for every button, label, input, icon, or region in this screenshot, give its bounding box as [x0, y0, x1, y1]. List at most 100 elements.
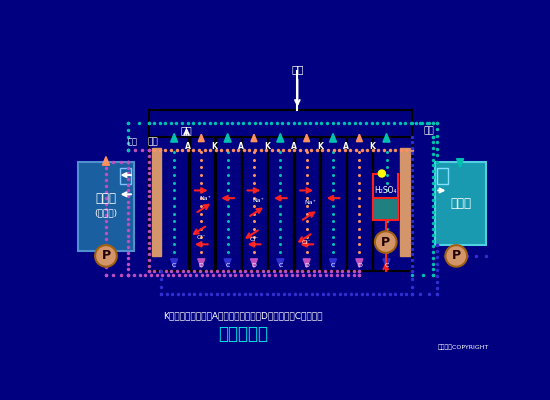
Text: P: P	[101, 250, 111, 262]
Point	[481, 253, 490, 259]
Bar	[400, 148, 410, 256]
Point	[288, 272, 296, 278]
Point	[289, 120, 298, 126]
Point	[351, 147, 360, 154]
Point	[285, 291, 294, 298]
Point	[144, 153, 153, 159]
Point	[368, 147, 377, 154]
Point	[144, 262, 153, 269]
Point	[382, 249, 391, 255]
Point	[245, 120, 254, 126]
Point	[355, 203, 364, 209]
Point	[349, 268, 358, 274]
Point	[382, 172, 391, 178]
Point	[368, 291, 377, 298]
Point	[292, 268, 301, 274]
Point	[243, 272, 251, 278]
Point	[141, 272, 150, 278]
Polygon shape	[277, 259, 284, 268]
Point	[327, 272, 336, 278]
Text: Cl⁻: Cl⁻	[196, 235, 206, 240]
Polygon shape	[170, 134, 178, 142]
Point	[355, 164, 364, 170]
Point	[302, 234, 311, 240]
Point	[408, 147, 416, 154]
Point	[311, 120, 320, 126]
Point	[432, 152, 441, 159]
Point	[117, 159, 125, 165]
Text: 浓水: 浓水	[424, 127, 434, 136]
Point	[329, 164, 338, 170]
Point	[273, 147, 282, 154]
Point	[278, 120, 287, 126]
Point	[223, 256, 232, 263]
Point	[408, 120, 416, 126]
Point	[178, 268, 187, 274]
Point	[144, 120, 153, 126]
Point	[276, 241, 285, 248]
Point	[102, 206, 111, 213]
Point	[432, 120, 441, 126]
Bar	[148, 136, 412, 271]
Point	[432, 248, 441, 254]
Point	[144, 205, 153, 211]
Point	[223, 291, 232, 298]
Point	[378, 120, 387, 126]
Point	[231, 272, 240, 278]
Point	[208, 272, 217, 278]
Bar	[436, 162, 486, 245]
Point	[302, 210, 311, 217]
Point	[109, 272, 118, 278]
Point	[284, 120, 293, 126]
Text: 电滲析装置: 电滲析装置	[218, 326, 268, 344]
Point	[428, 243, 437, 250]
Point	[234, 147, 243, 154]
Point	[206, 120, 214, 126]
Point	[201, 291, 210, 298]
Point	[363, 147, 372, 154]
Point	[329, 256, 338, 263]
Point	[170, 241, 179, 248]
Point	[259, 272, 268, 278]
Point	[264, 268, 273, 274]
Text: P: P	[381, 236, 390, 248]
Point	[184, 268, 193, 274]
Point	[339, 120, 348, 126]
Point	[197, 203, 206, 209]
Bar	[120, 168, 131, 184]
Point	[161, 147, 170, 154]
Point	[472, 253, 481, 259]
Polygon shape	[224, 259, 231, 268]
Point	[223, 147, 232, 154]
Point	[463, 253, 471, 259]
Point	[256, 120, 265, 126]
Point	[223, 203, 232, 209]
Point	[102, 242, 111, 248]
Text: A: A	[290, 142, 296, 151]
Point	[382, 210, 391, 217]
Point	[355, 180, 364, 186]
Point	[408, 223, 416, 230]
Point	[428, 203, 437, 209]
Point	[402, 147, 411, 154]
Point	[338, 268, 346, 274]
Point	[155, 120, 164, 126]
Point	[432, 279, 441, 285]
Text: K－阳离子交换膜；A－阴离子交换膜；D－淡水室；C－浓水室: K－阳离子交换膜；A－阴离子交换膜；D－淡水室；C－浓水室	[163, 312, 323, 320]
Point	[335, 291, 344, 298]
Circle shape	[375, 231, 397, 253]
Point	[250, 249, 258, 255]
Point	[197, 249, 206, 255]
Point	[276, 272, 285, 278]
Point	[329, 180, 338, 186]
Point	[197, 164, 206, 170]
Point	[224, 268, 233, 274]
Text: C: C	[278, 263, 283, 268]
Point	[302, 172, 311, 178]
Point	[167, 120, 175, 126]
Text: D: D	[251, 263, 256, 268]
Point	[250, 203, 258, 209]
Point	[189, 120, 197, 126]
Point	[197, 187, 206, 194]
Point	[408, 268, 416, 274]
